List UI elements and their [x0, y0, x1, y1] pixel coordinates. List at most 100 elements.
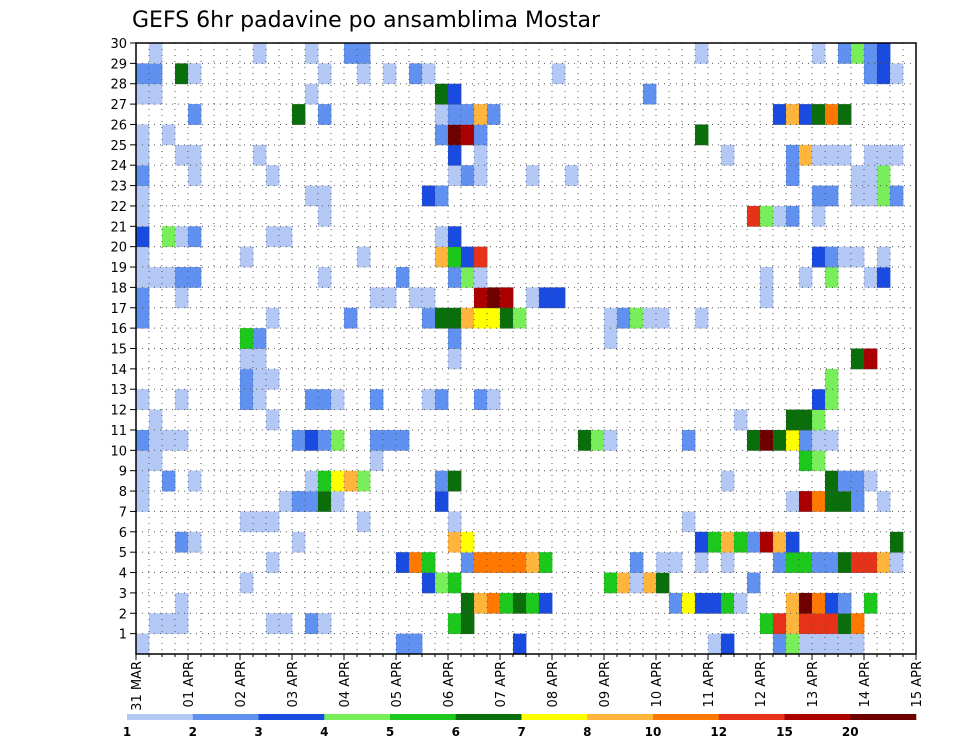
heatmap-cell: [422, 287, 436, 309]
heatmap-cell: [175, 592, 189, 614]
colorbar-segment: [455, 714, 522, 720]
heatmap-cell: [136, 226, 150, 248]
heatmap-cell: [240, 389, 254, 410]
y-tick-label: 6: [119, 526, 127, 541]
heatmap-cell: [305, 185, 319, 207]
x-tick-label: 10 APR: [650, 661, 665, 707]
heatmap-cell: [487, 307, 501, 329]
heatmap-cell: [188, 267, 202, 288]
heatmap-cell: [435, 307, 449, 329]
heatmap-cell: [318, 491, 332, 512]
heatmap-cell: [604, 307, 618, 329]
heatmap-cell: [474, 267, 488, 288]
heatmap-cell: [435, 572, 449, 594]
heatmap-cell: [851, 246, 865, 268]
heatmap-cells: [136, 43, 904, 655]
heatmap-cell: [825, 552, 839, 573]
heatmap-cell: [162, 470, 176, 492]
heatmap-cell: [812, 450, 826, 472]
y-tick-label: 18: [110, 281, 127, 296]
heatmap-cell: [487, 552, 501, 573]
heatmap-cell: [253, 328, 267, 349]
heatmap-cell: [851, 552, 865, 573]
x-tick-label: 04 APR: [338, 661, 353, 707]
heatmap-cell: [331, 470, 345, 492]
heatmap-cell: [591, 429, 605, 451]
heatmap-cell: [448, 307, 462, 329]
heatmap-cell: [474, 104, 488, 125]
heatmap-cell: [318, 104, 332, 125]
heatmap-cell: [630, 307, 644, 329]
heatmap-cell: [448, 165, 462, 186]
y-tick-label: 5: [119, 546, 127, 561]
heatmap-cell: [747, 205, 761, 227]
heatmap-cell: [240, 246, 254, 268]
heatmap-cell: [695, 307, 709, 329]
heatmap-cell: [825, 389, 839, 410]
heatmap-cell: [812, 552, 826, 573]
heatmap-cell: [149, 83, 163, 105]
heatmap-cell: [669, 592, 683, 614]
heatmap-cell: [240, 348, 254, 370]
heatmap-cell: [656, 572, 670, 594]
heatmap-cell: [136, 144, 150, 166]
y-tick-label: 22: [110, 200, 127, 215]
heatmap-cell: [448, 470, 462, 492]
heatmap-cell: [656, 552, 670, 573]
heatmap-cell: [357, 63, 371, 85]
heatmap-cell: [305, 491, 319, 512]
heatmap-cell: [383, 287, 397, 309]
heatmap-cell: [136, 246, 150, 268]
heatmap-cell: [799, 613, 813, 635]
y-tick-label: 24: [110, 159, 127, 174]
heatmap-cell: [136, 205, 150, 227]
heatmap-cell: [500, 592, 514, 614]
colorbar-label: 12: [710, 725, 727, 739]
heatmap-cell: [799, 592, 813, 614]
heatmap-cell: [487, 104, 501, 125]
heatmap-cell: [318, 389, 332, 410]
colorbar-segment: [390, 714, 457, 720]
heatmap-cell: [825, 104, 839, 125]
colorbar-label: 10: [645, 725, 662, 739]
heatmap-cell: [487, 389, 501, 410]
y-tick-label: 13: [110, 383, 127, 398]
heatmap-cell: [448, 124, 462, 146]
colorbar-label: 4: [320, 725, 328, 739]
colorbar-label: 2: [189, 725, 197, 739]
heatmap-cell: [747, 572, 761, 594]
heatmap-cell: [136, 287, 150, 309]
colorbar-label: 15: [776, 725, 793, 739]
heatmap-cell: [786, 531, 800, 553]
heatmap-cell: [461, 104, 475, 125]
heatmap-cell: [864, 267, 878, 288]
y-tick-label: 8: [119, 485, 127, 500]
heatmap-cell: [760, 613, 774, 635]
heatmap-cell: [435, 491, 449, 512]
heatmap-cell: [812, 144, 826, 166]
heatmap-cell: [409, 633, 423, 655]
heatmap-cell: [448, 511, 462, 533]
heatmap-cell: [136, 450, 150, 472]
heatmap-cell: [240, 328, 254, 349]
heatmap-cell: [851, 633, 865, 655]
heatmap-cell: [799, 409, 813, 431]
y-tick-label: 25: [110, 139, 127, 154]
heatmap-cell: [487, 592, 501, 614]
heatmap-cell: [409, 552, 423, 573]
heatmap-cell: [136, 470, 150, 492]
heatmap-cell: [149, 63, 163, 85]
heatmap-cell: [877, 267, 891, 288]
heatmap-cell: [175, 287, 189, 309]
heatmap-cell: [409, 287, 423, 309]
heatmap-cell: [864, 348, 878, 370]
heatmap-cell: [656, 307, 670, 329]
y-tick-label: 16: [110, 322, 127, 337]
heatmap-cell: [422, 307, 436, 329]
heatmap-cell: [539, 287, 553, 309]
heatmap-cell: [695, 124, 709, 146]
heatmap-cell: [279, 226, 293, 248]
heatmap-cell: [578, 429, 592, 451]
heatmap-cell: [500, 552, 514, 573]
heatmap-cell: [240, 368, 254, 390]
